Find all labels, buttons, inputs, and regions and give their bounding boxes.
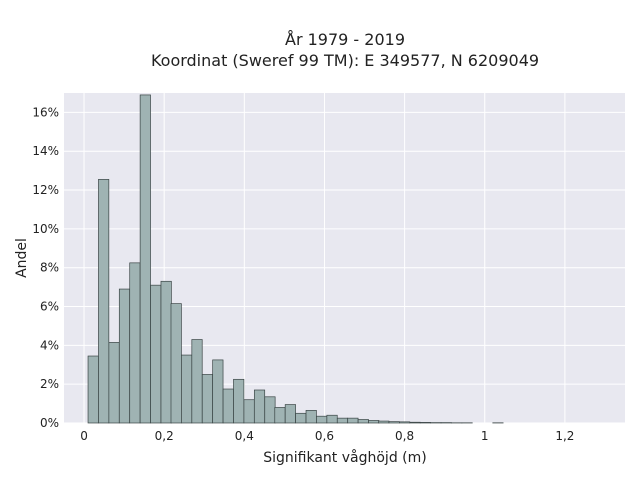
histogram-bar [410, 422, 420, 423]
histogram-bar [337, 418, 347, 423]
y-tick-label: 16% [32, 105, 59, 119]
histogram-bar [399, 422, 409, 423]
histogram-bar [369, 420, 379, 423]
histogram-bar [379, 421, 389, 423]
x-tick-label: 0,8 [395, 429, 414, 443]
histogram-bar [202, 374, 212, 423]
histogram-bar [98, 179, 108, 423]
histogram-bar [181, 355, 191, 423]
y-tick-label: 12% [32, 183, 59, 197]
histogram-bar [109, 342, 119, 423]
x-tick-label: 0,2 [155, 429, 174, 443]
y-axis-label: Andel [14, 238, 30, 278]
chart-title-line2: Koordinat (Sweref 99 TM): E 349577, N 62… [151, 51, 539, 70]
histogram-bar [213, 360, 223, 423]
x-tick-label: 1 [481, 429, 489, 443]
x-tick-label: 0,6 [315, 429, 334, 443]
histogram-bar [119, 289, 129, 423]
histogram-bar [265, 397, 275, 423]
histogram-bar [254, 390, 264, 423]
y-tick-label: 0% [40, 416, 59, 430]
histogram-bar [358, 420, 368, 423]
histogram-bar [275, 407, 285, 423]
histogram-bar [420, 422, 430, 423]
histogram-bar [306, 410, 316, 423]
histogram-bar [192, 340, 202, 423]
y-tick-label: 4% [40, 338, 59, 352]
histogram-bar [223, 389, 233, 423]
y-tick-label: 6% [40, 300, 59, 314]
x-tick-label: 0,4 [235, 429, 254, 443]
x-tick-label: 1,2 [555, 429, 574, 443]
histogram-bar [296, 413, 306, 423]
x-axis-label: Signifikant våghöjd (m) [263, 449, 426, 466]
histogram-bar [130, 263, 140, 423]
histogram-bar [348, 418, 358, 423]
histogram-bar [327, 415, 337, 423]
histogram-bar [140, 95, 150, 423]
y-tick-label: 14% [32, 144, 59, 158]
histogram-bar [88, 356, 98, 423]
histogram-bar [161, 281, 171, 423]
y-tick-label: 10% [32, 222, 59, 236]
y-tick-label: 8% [40, 261, 59, 275]
y-tick-label: 2% [40, 377, 59, 391]
histogram-bar [171, 304, 181, 423]
histogram-bar [151, 285, 161, 423]
x-tick-label: 0 [80, 429, 88, 443]
histogram-bar [234, 379, 244, 423]
histogram-bar [244, 400, 254, 423]
histogram-bar [316, 416, 326, 423]
histogram-bar [389, 422, 399, 423]
chart-title-line1: År 1979 - 2019 [285, 30, 405, 49]
histogram-bar [285, 405, 295, 423]
